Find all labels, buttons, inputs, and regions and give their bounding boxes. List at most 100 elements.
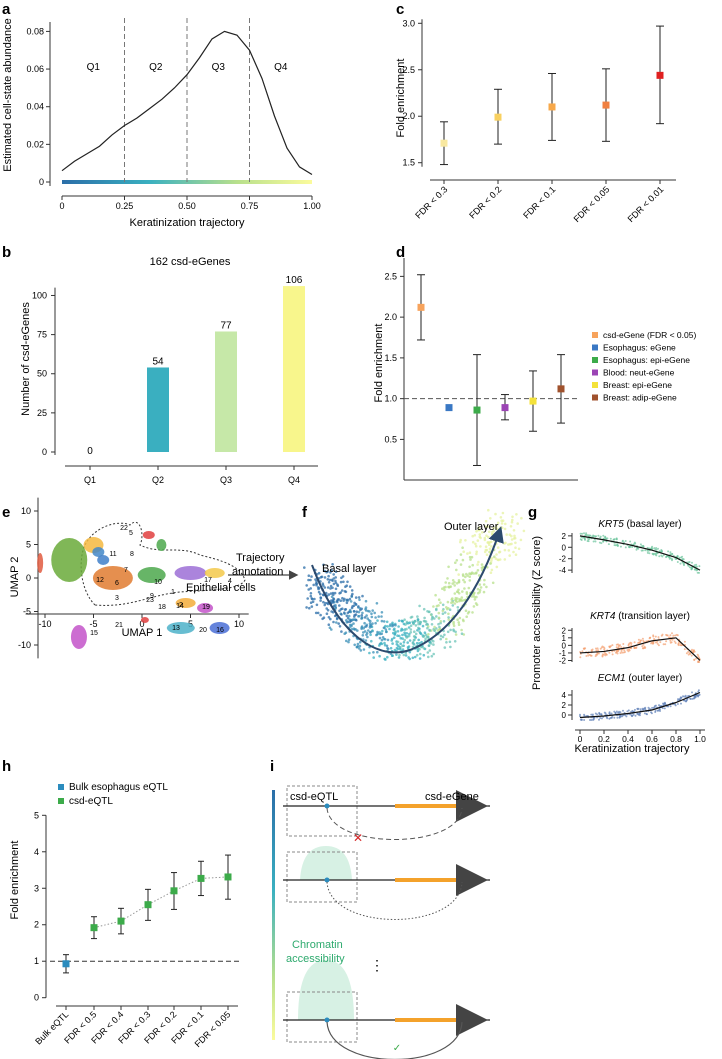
trajectory-cell-point: [317, 571, 321, 575]
g-scatter-point: [681, 555, 684, 558]
trajectory-cell-point: [348, 597, 352, 601]
d-point: [417, 303, 425, 311]
b-ytick-label: 50: [37, 369, 47, 379]
trajectory-cell-point: [314, 611, 318, 615]
trajectory-cell-point: [466, 612, 470, 615]
trajectory-cell-point: [487, 543, 491, 546]
trajectory-cell-point: [405, 627, 408, 631]
panel-letter-h: h: [2, 758, 11, 775]
g-scatter-point: [676, 703, 679, 705]
g-scatter-point: [621, 651, 624, 654]
trajectory-cell-point: [515, 513, 518, 516]
trajectory-cell-point: [309, 578, 312, 582]
c-xtick-label: FDR < 0.05: [572, 184, 612, 224]
e-ytick-label: 0: [26, 573, 31, 583]
panel-b-title: 162 csd-eGenes: [150, 256, 231, 268]
trajectory-cell-point: [310, 605, 314, 608]
trajectory-cell-point: [422, 607, 426, 611]
trajectory-cell-point: [386, 646, 389, 650]
trajectory-cell-point: [380, 611, 384, 614]
trajectory-cell-point: [398, 653, 401, 657]
trajectory-cell-point: [438, 627, 441, 631]
quartile-label: Q2: [149, 62, 163, 73]
trajectory-cell-point: [451, 579, 455, 582]
trajectory-cell-point: [380, 619, 384, 623]
trajectory-cell-point: [490, 559, 493, 562]
g-scatter-point: [646, 551, 649, 554]
interaction-check-icon: ✓: [393, 1043, 401, 1054]
trajectory-cell-point: [393, 627, 396, 631]
trajectory-cell-point: [325, 570, 328, 574]
g-scatter-point: [698, 565, 701, 568]
accessibility-peak-3: [298, 960, 354, 1020]
g-scatter-point: [611, 644, 614, 647]
g-scatter-point: [669, 634, 672, 637]
g-scatter-point: [697, 661, 700, 663]
trajectory-cell-point: [307, 574, 311, 577]
g-scatter-point: [674, 634, 677, 637]
g-scatter-point: [585, 655, 588, 657]
trajectory-cell-point: [432, 652, 436, 656]
trajectory-cell-point: [414, 624, 418, 627]
basal-layer-label: Basal layer: [322, 563, 377, 575]
g-scatter-point: [599, 536, 602, 539]
trajectory-cell-point: [400, 627, 404, 631]
trajectory-cell-point: [472, 605, 476, 608]
g-scatter-point: [634, 714, 637, 717]
g-scatter-point: [671, 552, 674, 555]
trajectory-cell-point: [468, 551, 472, 554]
c-point: [656, 71, 664, 79]
trajectory-cell-point: [350, 628, 354, 631]
trajectory-cell-point: [321, 617, 324, 621]
g-scatter-point: [697, 689, 700, 692]
trajectory-cell-point: [345, 619, 348, 622]
trajectory-cell-point: [393, 633, 397, 636]
g-scatter-point: [619, 644, 621, 647]
trajectory-cell-point: [455, 568, 458, 572]
g-xtick-label: 0.8: [670, 734, 682, 744]
g-scatter-point: [655, 547, 658, 549]
trajectory-cell-point: [332, 598, 336, 601]
trajectory-cell-point: [396, 644, 400, 647]
trajectory-cell-point: [332, 577, 336, 580]
g-scatter-point: [683, 640, 686, 643]
g-scatter-point: [616, 543, 619, 546]
trajectory-cell-point: [450, 598, 454, 601]
umap-cluster: [204, 568, 225, 578]
d-legend-swatch: [592, 332, 598, 338]
g-scatter-point: [584, 533, 587, 536]
trajectory-cell-point: [394, 623, 397, 627]
g-scatter-point: [590, 654, 593, 657]
trajectory-cell-point: [322, 600, 325, 604]
trajectory-cell-point: [317, 590, 321, 594]
g-scatter-point: [682, 558, 685, 561]
g-scatter-point: [601, 655, 604, 658]
trajectory-cell-point: [416, 615, 419, 618]
trajectory-cell-point: [475, 552, 478, 556]
trajectory-cell-point: [517, 547, 521, 551]
h-legend-label: csd-eQTL: [69, 796, 113, 807]
g-scatter-point: [658, 704, 660, 707]
g-scatter-point: [682, 695, 684, 698]
trajectory-cell-point: [334, 587, 338, 591]
g-scatter-point: [642, 545, 645, 548]
g-subplot-title: KRT5 (basal layer): [598, 519, 681, 530]
trajectory-cell-point: [417, 638, 421, 642]
trajectory-cell-point: [457, 588, 460, 592]
trajectory-cell-point: [327, 581, 331, 584]
g-scatter-point: [688, 561, 691, 563]
g-scatter-point: [622, 643, 625, 645]
trajectory-cell-point: [357, 596, 361, 599]
g-scatter-point: [657, 636, 660, 639]
d-ytick-label: 2.0: [384, 312, 397, 322]
trajectory-cell-point: [407, 626, 411, 629]
trajectory-cell-point: [349, 600, 353, 603]
trajectory-cell-point: [330, 578, 334, 582]
g-ytick-label: 2: [562, 701, 567, 710]
g-scatter-point: [676, 561, 679, 563]
g-scatter-point: [648, 637, 651, 640]
trajectory-cell-point: [460, 632, 464, 635]
d-legend-label: csd-eGene (FDR < 0.05): [603, 330, 696, 340]
trajectory-cell-point: [474, 544, 478, 548]
umap-cluster: [70, 625, 87, 649]
